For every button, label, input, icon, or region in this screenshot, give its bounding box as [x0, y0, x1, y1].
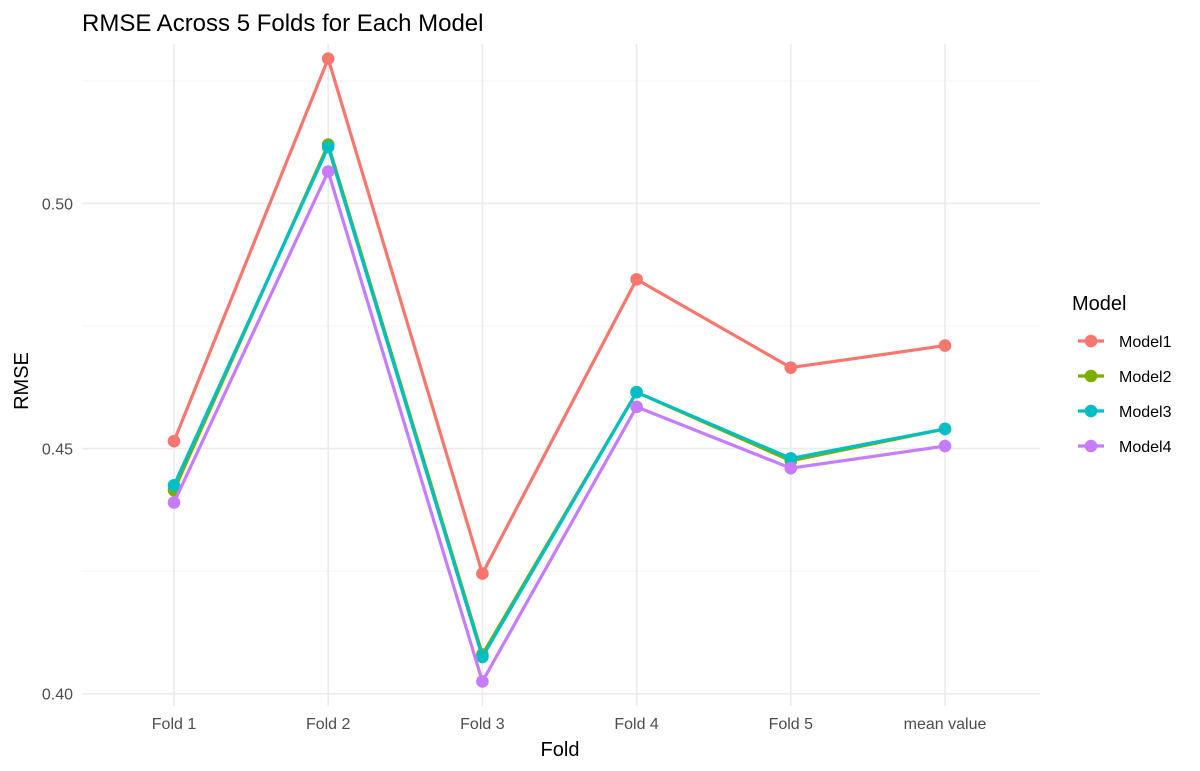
data-point	[630, 385, 643, 399]
legend-label: Model3	[1119, 404, 1172, 421]
data-point	[784, 361, 798, 374]
chart-title: RMSE Across 5 Folds for Each Model	[82, 10, 483, 37]
x-tick-label: mean value	[904, 716, 987, 733]
series-model1	[167, 52, 952, 580]
legend-key-point	[1084, 369, 1098, 383]
data-point	[167, 479, 181, 492]
y-tick-label: 0.40	[42, 687, 73, 704]
data-point	[167, 434, 181, 448]
legend-key-point	[1084, 439, 1098, 453]
data-point	[630, 273, 643, 286]
x-tick-label: Fold 5	[769, 716, 814, 733]
data-point	[321, 165, 335, 178]
series-line	[172, 57, 946, 576]
data-point	[476, 650, 489, 664]
legend-items: Model1 Model2 Model3 Model4	[1078, 334, 1172, 456]
y-axis-title: RMSE	[11, 352, 33, 410]
x-tick-label: Fold 1	[152, 716, 197, 733]
data-point	[476, 675, 489, 688]
y-tick-label: 0.45	[42, 442, 73, 459]
series-line	[172, 169, 946, 684]
x-axis-ticks: Fold 1 Fold 2 Fold 3 Fold 4 Fold 5 mean value	[152, 716, 987, 733]
data-point	[938, 339, 952, 352]
series-model4	[167, 165, 952, 688]
series-line	[172, 145, 946, 659]
legend-label: Model2	[1119, 369, 1172, 386]
data-point	[938, 422, 952, 436]
legend-item-model1: Model1	[1078, 334, 1172, 351]
x-tick-label: Fold 4	[614, 716, 659, 733]
series-group	[167, 52, 952, 688]
data-point	[784, 461, 798, 475]
series-model3	[167, 140, 952, 664]
legend-title: Model	[1072, 293, 1126, 315]
legend-key-point	[1084, 334, 1098, 348]
data-point	[321, 140, 335, 154]
y-tick-label: 0.50	[42, 196, 73, 213]
x-tick-label: Fold 3	[460, 716, 505, 733]
data-point	[630, 400, 643, 414]
y-axis-ticks: 0.40 0.45 0.50	[42, 196, 73, 703]
legend-item-model2: Model2	[1078, 369, 1172, 386]
data-point	[938, 439, 952, 453]
series-line	[172, 142, 946, 657]
series-model2	[167, 138, 952, 661]
legend-label: Model4	[1119, 439, 1172, 456]
data-point	[784, 452, 798, 465]
legend-item-model4: Model4	[1078, 439, 1172, 456]
data-point	[167, 496, 181, 509]
legend-key-point	[1084, 404, 1098, 418]
data-point	[321, 52, 335, 66]
legend-label: Model1	[1119, 334, 1172, 351]
x-axis-title: Fold	[541, 739, 580, 761]
grid	[82, 44, 1040, 706]
legend: Model Model1 Model2 Model3 Model4	[1072, 293, 1172, 456]
x-tick-label: Fold 2	[306, 716, 351, 733]
data-point	[476, 567, 489, 580]
legend-item-model3: Model3	[1078, 404, 1172, 421]
